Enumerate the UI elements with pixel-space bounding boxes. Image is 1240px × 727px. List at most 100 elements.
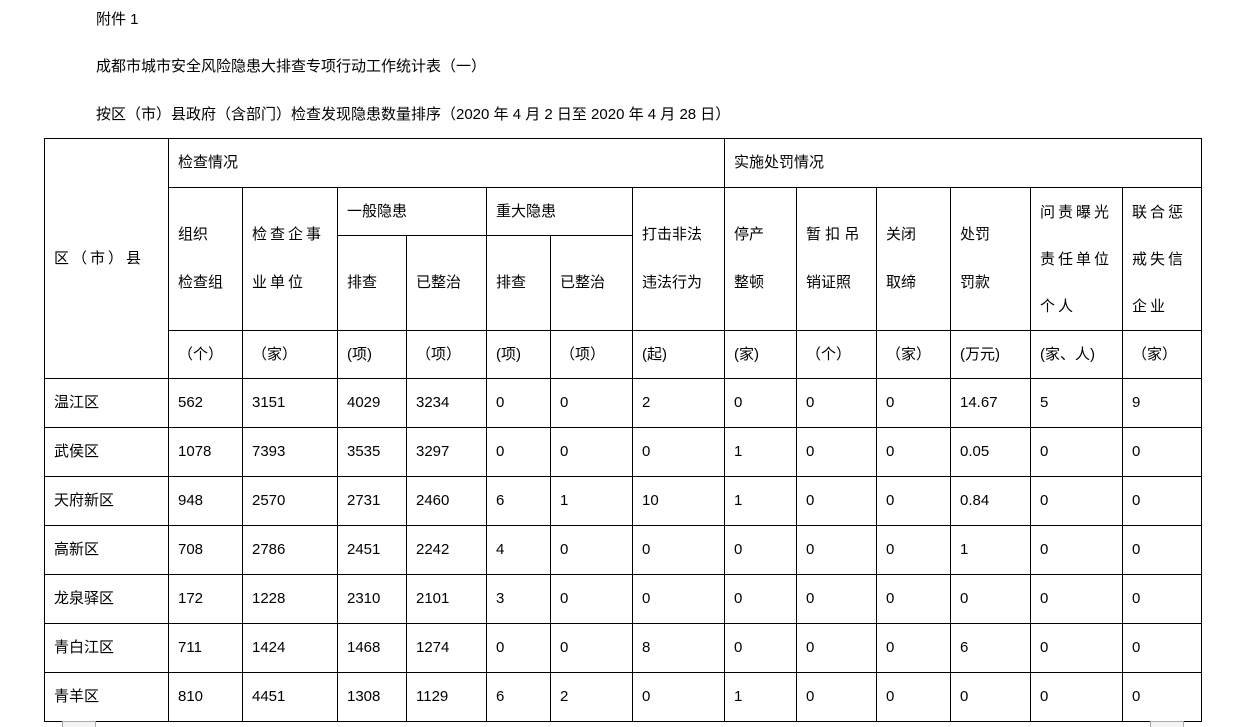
value-cell: 1424 [242,623,338,673]
table-row: 天府新区 948 2570 2731 2460 6 1 10 1 0 0 0.84 0 0 [44,476,1202,526]
value-cell: 0 [632,672,725,722]
value-cell: 1 [950,525,1031,575]
value-cell: 0 [876,378,951,428]
value-cell: 14.67 [950,378,1031,428]
value-cell: 0 [796,476,877,526]
col-header-license-revoked: 暂 扣 吊 销证照 [796,187,877,331]
value-cell: 8 [632,623,725,673]
value-cell: 2451 [337,525,407,575]
value-cell: 0 [796,427,877,477]
value-cell: 0 [1030,672,1123,722]
value-cell: 1078 [168,427,243,477]
table-row: 青白江区 711 1424 1468 1274 0 0 8 0 0 0 6 0 0 [44,623,1202,673]
value-cell: 4029 [337,378,407,428]
district-cell: 青白江区 [44,623,169,673]
value-cell: 3 [486,574,551,624]
unit-cell: （项） [406,330,487,379]
document-subtitle: 按区（市）县政府（含部门）检查发现隐患数量排序（2020 年 4 月 2 日至 … [96,106,731,123]
value-cell: 2786 [242,525,338,575]
value-cell: 6 [486,672,551,722]
unit-cell: (家) [724,330,797,379]
value-cell: 0 [796,378,877,428]
district-header: 区（市）县 [44,138,169,379]
value-cell: 0 [796,672,877,722]
col-header-inspection-groups: 组织 检查组 [168,187,243,331]
value-cell: 0 [876,574,951,624]
unit-cell: (万元) [950,330,1031,379]
unit-cell: (项) [337,330,407,379]
value-cell: 0 [796,623,877,673]
unit-cell: （个） [168,330,243,379]
value-cell: 562 [168,378,243,428]
value-cell: 0 [486,427,551,477]
value-cell: 1 [724,427,797,477]
table-row: 武侯区 1078 7393 3535 3297 0 0 0 1 0 0 0.05 0 0 [44,427,1202,477]
value-cell: 0 [1122,525,1202,575]
value-cell: 1228 [242,574,338,624]
value-cell: 0 [550,574,633,624]
value-cell: 948 [168,476,243,526]
value-cell: 0 [876,476,951,526]
value-cell: 0 [724,525,797,575]
unit-cell: （项） [550,330,633,379]
value-cell: 0 [724,378,797,428]
value-cell: 0 [950,672,1031,722]
value-cell: 0 [632,574,725,624]
value-cell: 0 [486,623,551,673]
value-cell: 3151 [242,378,338,428]
value-cell: 1 [724,476,797,526]
value-cell: 2570 [242,476,338,526]
page-marker-left [62,721,96,727]
value-cell: 0.05 [950,427,1031,477]
unit-cell: (起) [632,330,725,379]
value-cell: 2310 [337,574,407,624]
statistics-table: 区（市）县 检查情况 实施处罚情况 组织 检查组 检查企事 业单位 一般隐患 重… [44,138,1202,722]
value-cell: 0 [632,427,725,477]
value-cell: 0 [796,574,877,624]
value-cell: 2 [550,672,633,722]
value-cell: 1129 [406,672,487,722]
col-header-suspension: 停产 整顿 [724,187,797,331]
general-hazard-header: 一般隐患 [337,187,487,236]
value-cell: 0 [632,525,725,575]
col-header-major-fixed: 已整治 [550,235,633,331]
value-cell: 0 [1030,623,1123,673]
col-header-general-checked: 排查 [337,235,407,331]
unit-cell: （家） [1122,330,1202,379]
value-cell: 4451 [242,672,338,722]
value-cell: 0 [1030,574,1123,624]
unit-cell: （家） [242,330,338,379]
value-cell: 0 [724,574,797,624]
district-cell: 高新区 [44,525,169,575]
value-cell: 0 [1122,476,1202,526]
value-cell: 10 [632,476,725,526]
value-cell: 2731 [337,476,407,526]
value-cell: 0 [550,427,633,477]
value-cell: 708 [168,525,243,575]
value-cell: 0 [876,672,951,722]
value-cell: 0 [724,623,797,673]
value-cell: 9 [1122,378,1202,428]
value-cell: 1274 [406,623,487,673]
value-cell: 0 [1122,672,1202,722]
district-cell: 武侯区 [44,427,169,477]
value-cell: 0 [876,525,951,575]
value-cell: 0 [1122,574,1202,624]
value-cell: 3297 [406,427,487,477]
col-header-fines: 处罚 罚款 [950,187,1031,331]
unit-cell: (项) [486,330,551,379]
value-cell: 6 [486,476,551,526]
col-header-general-fixed: 已整治 [406,235,487,331]
value-cell: 711 [168,623,243,673]
value-cell: 0 [550,378,633,428]
penalty-group-header: 实施处罚情况 [724,138,1202,188]
value-cell: 1 [550,476,633,526]
page-marker-right [1150,721,1184,727]
major-hazard-header: 重大隐患 [486,187,633,236]
value-cell: 0 [486,378,551,428]
value-cell: 2460 [406,476,487,526]
table-row: 龙泉驿区 172 1228 2310 2101 3 0 0 0 0 0 0 0 0 [44,574,1202,624]
value-cell: 0 [876,427,951,477]
value-cell: 0 [550,525,633,575]
col-header-major-checked: 排查 [486,235,551,331]
